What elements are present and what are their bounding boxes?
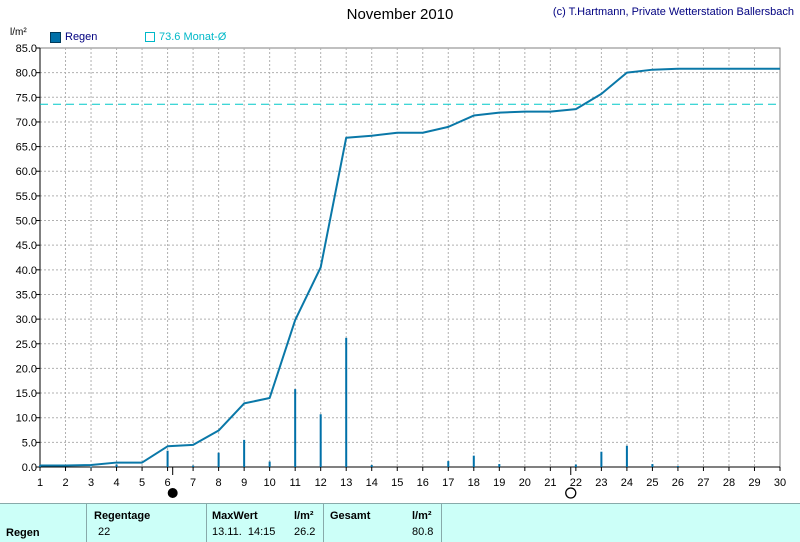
- y-tick-label: 30.0: [16, 314, 37, 326]
- rain-days-header: Regentage: [94, 510, 151, 522]
- total-unit: l/m²: [412, 510, 432, 522]
- chart-title: November 2010: [346, 6, 454, 23]
- cumulative-rain-line: [40, 67, 780, 467]
- y-tick-label: 50.0: [16, 216, 37, 228]
- y-tick-label: 55.0: [16, 191, 37, 203]
- x-tick-label: 27: [697, 477, 709, 489]
- summary-table: Regen Regentage 22 MaxWert l/m² 13.11. 1…: [0, 503, 800, 542]
- x-tick-label: 22: [570, 477, 582, 489]
- y-tick-label: 20.0: [16, 363, 37, 375]
- y-tick-label: 85.0: [16, 43, 37, 55]
- y-tick-label: 10.0: [16, 413, 37, 425]
- y-tick-label: 65.0: [16, 142, 37, 154]
- legend-average-swatch: [145, 32, 155, 42]
- daily-rain-bar: [625, 445, 628, 467]
- legend-average-label: 73.6 Monat-Ø: [159, 31, 227, 43]
- x-tick-label: 13: [340, 477, 352, 489]
- x-tick-label: 28: [723, 477, 735, 489]
- y-tick-label: 35.0: [16, 289, 37, 301]
- x-tick-label: 11: [289, 477, 300, 489]
- daily-rain-bar: [472, 455, 475, 467]
- daily-rain-bar: [294, 389, 297, 467]
- x-tick-label: 1: [37, 477, 43, 489]
- x-tick-label: 7: [190, 477, 196, 489]
- total-header: Gesamt: [330, 510, 371, 522]
- y-tick-label: 40.0: [16, 265, 37, 277]
- x-tick-label: 19: [493, 477, 505, 489]
- daily-rain-bar: [498, 464, 501, 467]
- daily-rain-bar: [166, 450, 169, 467]
- x-tick-label: 15: [391, 477, 403, 489]
- max-value-amount: 26.2: [294, 526, 316, 538]
- daily-rain-bar: [268, 461, 271, 467]
- daily-rain-bar: [192, 465, 195, 467]
- daily-rain-bar: [243, 439, 246, 467]
- plot-area: [39, 47, 781, 468]
- daily-rain-bar: [651, 464, 654, 467]
- new-moon-icon: [167, 488, 178, 498]
- x-tick-label: 4: [113, 477, 119, 489]
- rain-days-value: 22: [98, 526, 111, 538]
- daily-rain-bar: [319, 414, 322, 467]
- daily-rain-bar: [370, 465, 373, 467]
- x-tick-label: 30: [774, 477, 786, 489]
- daily-rain-bar: [676, 466, 679, 468]
- x-tick-label: 26: [672, 477, 684, 489]
- x-tick-label: 10: [264, 477, 276, 489]
- x-tick-label: 8: [216, 477, 222, 489]
- y-tick-label: 60.0: [16, 166, 37, 178]
- x-tick-label: 17: [442, 477, 454, 489]
- x-tick-label: 25: [646, 477, 658, 489]
- x-tick-label: 3: [88, 477, 94, 489]
- y-tick-label: 45.0: [16, 240, 37, 252]
- y-tick-label: 0.0: [22, 462, 37, 474]
- daily-rain-bar: [600, 451, 603, 467]
- daily-rain-bar: [447, 461, 450, 467]
- legend-rain: Regen: [50, 31, 97, 43]
- y-axis-unit: l/m²: [10, 27, 27, 38]
- legend-rain-label: Regen: [65, 31, 98, 43]
- x-tick-label: 2: [62, 477, 68, 489]
- x-tick-label: 6: [165, 477, 171, 489]
- x-tick-label: 16: [417, 477, 429, 489]
- x-tick-label: 23: [595, 477, 607, 489]
- rain-chart: 0.0 5.0 10.0 15.0 20.0 25.0 30.0 35.0 40.0 45.0 50…: [16, 43, 786, 499]
- legend-rain-swatch: [50, 31, 61, 43]
- x-tick-label: 29: [748, 477, 760, 489]
- y-tick-label: 15.0: [16, 388, 37, 400]
- x-tick-label: 5: [139, 477, 145, 489]
- full-moon-icon: [565, 487, 577, 499]
- max-value-unit: l/m²: [294, 510, 314, 522]
- y-tick-label: 25.0: [16, 339, 37, 351]
- daily-rain-bar: [345, 337, 348, 467]
- daily-rain-bar: [90, 466, 93, 468]
- max-value-date: 13.11. 14:15: [212, 526, 276, 538]
- x-tick-label: 20: [519, 477, 531, 489]
- x-tick-label: 14: [366, 477, 378, 489]
- x-tick-label: 12: [315, 477, 327, 489]
- y-tick-label: 75.0: [16, 92, 37, 104]
- x-tick-label: 24: [621, 477, 633, 489]
- y-tick-label: 5.0: [22, 437, 37, 449]
- daily-rain-bar: [115, 464, 118, 467]
- total-value: 80.8: [412, 526, 434, 538]
- copyright-text: (c) T.Hartmann, Private Wetterstation Ba…: [552, 6, 794, 18]
- y-tick-label: 70.0: [16, 117, 37, 129]
- max-value-header: MaxWert: [212, 510, 258, 522]
- y-tick-label: 80.0: [16, 68, 37, 80]
- x-tick-label: 21: [544, 477, 556, 489]
- daily-rain-bar: [217, 452, 220, 467]
- x-tick-label: 18: [468, 477, 480, 489]
- daily-rain-bar: [574, 464, 577, 467]
- summary-row-label: Regen: [6, 527, 40, 539]
- legend-average: 73.6 Monat-Ø: [145, 31, 226, 43]
- x-tick-label: 9: [241, 477, 247, 489]
